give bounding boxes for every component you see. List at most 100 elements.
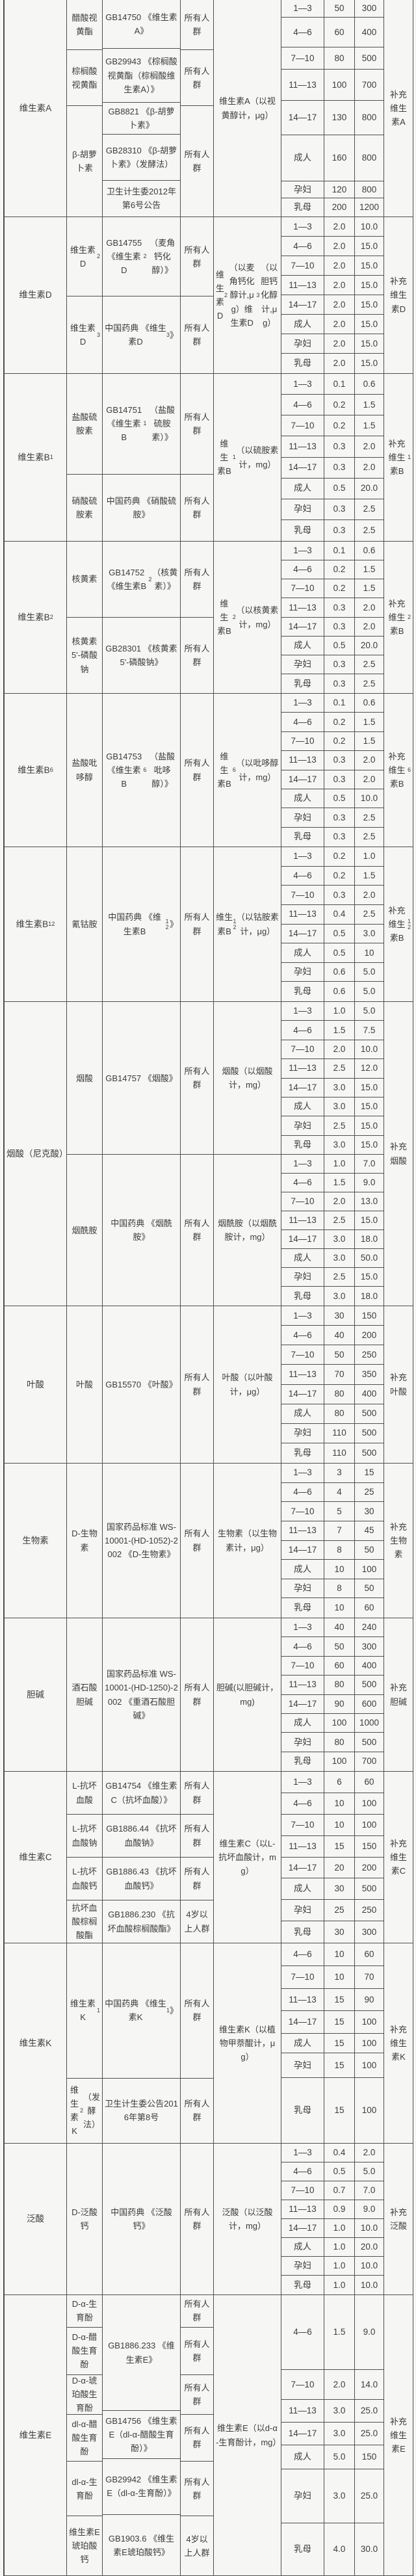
sections-column: 维生素C（以L-抗坏血酸计，mg） 1—3 6 60 4—6 10 100 7—10 10 100… — [214, 1772, 384, 1943]
max-value-cell: 240 — [355, 1618, 384, 1638]
population-cell: 所有人群 — [181, 1815, 214, 1858]
claim-cell: 补充维生素E — [384, 2295, 413, 2575]
table-row: 1—3 0.1 0.6 — [281, 694, 384, 713]
max-value-cell: 2.5 — [355, 519, 384, 541]
compound-cell: D-泛酸钙 — [67, 2144, 103, 2294]
compound-column: 盐酸硫胺素 硝酸硫胺素 — [67, 374, 103, 541]
age-group-cell: 7—10 — [281, 2370, 324, 2400]
age-group-cell: 11—13 — [281, 436, 324, 458]
max-value-cell: 60 — [355, 1943, 384, 1966]
min-value-cell: 3.0 — [324, 1097, 355, 1117]
max-value-cell: 100 — [355, 2011, 384, 2034]
unit-cell: 维生素B 12 （以钴胺素计，μg） — [214, 847, 281, 1001]
age-group-cell: 4—6 — [281, 1793, 324, 1815]
min-value-cell: 0.3 — [324, 617, 355, 637]
age-group-cell: 4—6 — [281, 866, 324, 886]
table-row: 1—3 0.1 0.6 — [281, 542, 384, 561]
claim-cell: 补充叶酸 — [384, 1306, 413, 1463]
compound-cell: 叶酸 — [67, 1306, 103, 1463]
min-value-cell: 0.6 — [324, 962, 355, 982]
population-cell: 所有人群 — [181, 296, 214, 373]
standard-column: 中国药典 《维生素B 12 》 — [103, 847, 181, 1001]
section: 泛酸（以泛酸计，mg） 1—3 0.4 2.0 4—6 0.5 5.0 7—10 0.7 7.0 1… — [214, 2144, 384, 2294]
age-group-cell: 14—17 — [281, 1384, 324, 1404]
table-row: 4—6 60 400 — [281, 18, 384, 47]
section: 烟酸（以烟酸计，mg） 1—3 1.0 5.0 4—6 1.5 7.5 7—10 2.0 10.0… — [214, 1002, 384, 1155]
unit-cell: 维生素E（以d-α-生育酚计，mg） — [214, 2295, 281, 2575]
max-value-cell: 50.0 — [355, 1249, 384, 1268]
table-row: 孕妇 0.3 2.5 — [281, 808, 384, 828]
max-value-cell: 7.0 — [355, 2181, 384, 2200]
max-value-cell: 1.5 — [355, 395, 384, 416]
vitamin-block: 维生素K 维生素K 1 维生素K 2 （发酵法） 中国药典 《维生素K 1 》卫生计生委公告20… — [5, 1943, 413, 2144]
unit-cell: 叶酸（以叶酸计，μg） — [214, 1306, 281, 1463]
min-value-cell: 25 — [324, 1900, 355, 1922]
age-group-cell: 4—6 — [281, 1174, 324, 1192]
claim-cell: 补充维生素B 6 — [384, 694, 413, 847]
min-value-cell: 80 — [324, 1384, 355, 1404]
min-value-cell: 0.6 — [324, 982, 355, 1001]
population-cell: 所有人群 — [181, 2144, 214, 2294]
min-value-cell: 10 — [324, 1560, 355, 1579]
min-value-cell: 0.5 — [324, 478, 355, 499]
standard-cell: GB15570 《叶酸》 — [103, 1306, 181, 1463]
standard-column: 国家药品标准 WS-10001-(HD-1250)-2002 《重酒石酸胆碱》 — [103, 1618, 181, 1771]
table-row: 14—17 0.3 2.0 — [281, 617, 384, 637]
max-value-cell: 2.0 — [355, 598, 384, 618]
max-value-cell: 2.0 — [355, 751, 384, 770]
min-value-cell: 2.0 — [324, 237, 355, 256]
standard-cell: GB14753 《维生素B 6 （盐酸吡哆醇）》 — [103, 694, 181, 847]
max-value-cell: 600 — [355, 1694, 384, 1714]
table-row: 成人 0.5 10.0 — [281, 789, 384, 809]
population-cell: 所有人群 — [181, 618, 214, 693]
max-value-cell: 25 — [355, 1482, 384, 1503]
table-row: 14—17 90 600 — [281, 1694, 384, 1714]
table-row: 14—17 8 50 — [281, 1540, 384, 1560]
standard-column: GB1886.233 《维生素E》 GB14756 《维生素E（dl-α-醋酸生育… — [103, 2295, 181, 2575]
max-value-cell: 2.0 — [355, 457, 384, 479]
table-row: 4—6 0.5 5.0 — [281, 2162, 384, 2181]
min-value-cell: 15 — [324, 2034, 355, 2053]
compound-cell: 维生素E琥珀酸钙 — [67, 2516, 103, 2576]
table-row: 成人 15 100 — [281, 2034, 384, 2053]
table-row: 14—17 0.3 2.0 — [281, 457, 384, 479]
min-value-cell: 0.3 — [324, 674, 355, 693]
unit-cell: 维生素B 2 （以核黄素计，mg） — [214, 542, 281, 693]
claim-cell: 补充维生素C — [384, 1772, 413, 1943]
max-value-cell: 1.5 — [355, 560, 384, 580]
min-value-cell: 6 — [324, 1772, 355, 1793]
max-value-cell: 100 — [355, 2053, 384, 2078]
standard-cell: 卫生计生委公告2016年第8号 — [103, 2078, 181, 2143]
section: 维生素B 6 （以吡哆醇计，mg） 1—3 0.1 0.6 4—6 0.2 1.5 7—10 0.2… — [214, 694, 384, 847]
age-group-cell: 1—3 — [281, 217, 324, 237]
table-row: 乳母 0.3 2.5 — [281, 519, 384, 541]
table-row: 1—3 50 300 — [281, 0, 384, 18]
table-row: 7—10 80 500 — [281, 47, 384, 70]
table-row: 孕妇 2.5 15.0 — [281, 1268, 384, 1287]
vitamin-block: 维生素B 1 盐酸硫胺素 硝酸硫胺素 GB14751 《维生素B 1 （盐酸硫胺素）》 中国药… — [5, 374, 413, 542]
min-value-cell: 100 — [324, 1713, 355, 1733]
table-row: 成人 80 500 — [281, 1404, 384, 1424]
table-row: 7—10 0.7 7.0 — [281, 2181, 384, 2200]
claim-cell: 补充维生素B 1 — [384, 374, 413, 541]
min-value-cell: 1.0 — [324, 2276, 355, 2294]
table-row: 7—10 0.2 1.5 — [281, 579, 384, 599]
min-value-cell: 3.0 — [324, 1078, 355, 1097]
population-cell: 所有人群 — [181, 1155, 214, 1306]
table-row: 成人 3.0 15.0 — [281, 1097, 384, 1117]
population-column: 所有人群 所有人群 所有人群 4岁以上人群 — [181, 1772, 214, 1943]
compound-cell: 烟酰胺 — [67, 1155, 103, 1306]
max-value-cell: 500 — [355, 1676, 384, 1695]
age-group-cell: 4—6 — [281, 1637, 324, 1657]
standard-cell: 中国药典 《烟酰胺》 — [103, 1155, 181, 1306]
compound-cell: 醋酸视黄酯 — [67, 0, 103, 50]
table-row: 孕妇 120 800 — [281, 181, 384, 198]
min-value-cell: 0.3 — [324, 827, 355, 847]
age-group-cell: 成人 — [281, 1878, 324, 1900]
table-row: 7—10 5 30 — [281, 1502, 384, 1521]
age-group-cell: 孕妇 — [281, 2469, 324, 2523]
min-value-cell: 120 — [324, 181, 355, 198]
table-row: 孕妇 110 500 — [281, 1423, 384, 1443]
max-value-cell: 800 — [355, 181, 384, 198]
unit-cell: 维生素B 6 （以吡哆醇计，mg） — [214, 694, 281, 847]
